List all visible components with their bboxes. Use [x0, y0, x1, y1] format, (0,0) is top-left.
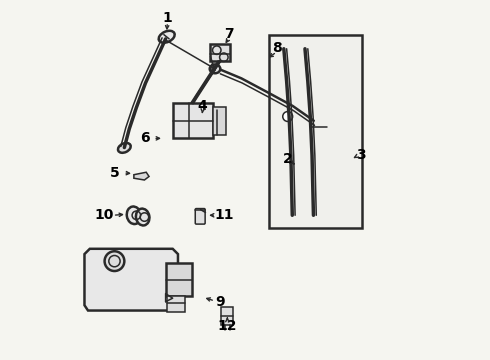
Ellipse shape: [159, 31, 174, 43]
Polygon shape: [134, 172, 149, 180]
Text: 3: 3: [357, 148, 366, 162]
Text: 2: 2: [282, 152, 292, 166]
Text: 5: 5: [110, 166, 120, 180]
FancyBboxPatch shape: [166, 263, 192, 296]
Ellipse shape: [118, 143, 131, 153]
FancyBboxPatch shape: [221, 307, 233, 325]
Text: 4: 4: [198, 99, 208, 113]
Text: 1: 1: [163, 11, 172, 25]
Text: 8: 8: [272, 41, 282, 55]
FancyBboxPatch shape: [195, 208, 205, 224]
Polygon shape: [84, 249, 178, 311]
Text: 11: 11: [214, 208, 234, 222]
Circle shape: [283, 112, 293, 121]
FancyBboxPatch shape: [213, 107, 225, 135]
Bar: [269, 35, 363, 228]
Ellipse shape: [136, 209, 149, 225]
FancyBboxPatch shape: [168, 296, 185, 312]
Text: 10: 10: [94, 208, 114, 222]
FancyBboxPatch shape: [210, 44, 230, 61]
Text: 7: 7: [224, 27, 234, 41]
Ellipse shape: [127, 207, 141, 224]
Text: 12: 12: [218, 319, 237, 333]
Text: 9: 9: [216, 295, 225, 309]
Ellipse shape: [210, 64, 220, 73]
FancyBboxPatch shape: [172, 103, 213, 138]
FancyBboxPatch shape: [311, 121, 327, 135]
Circle shape: [104, 251, 124, 271]
Text: 6: 6: [140, 131, 149, 145]
